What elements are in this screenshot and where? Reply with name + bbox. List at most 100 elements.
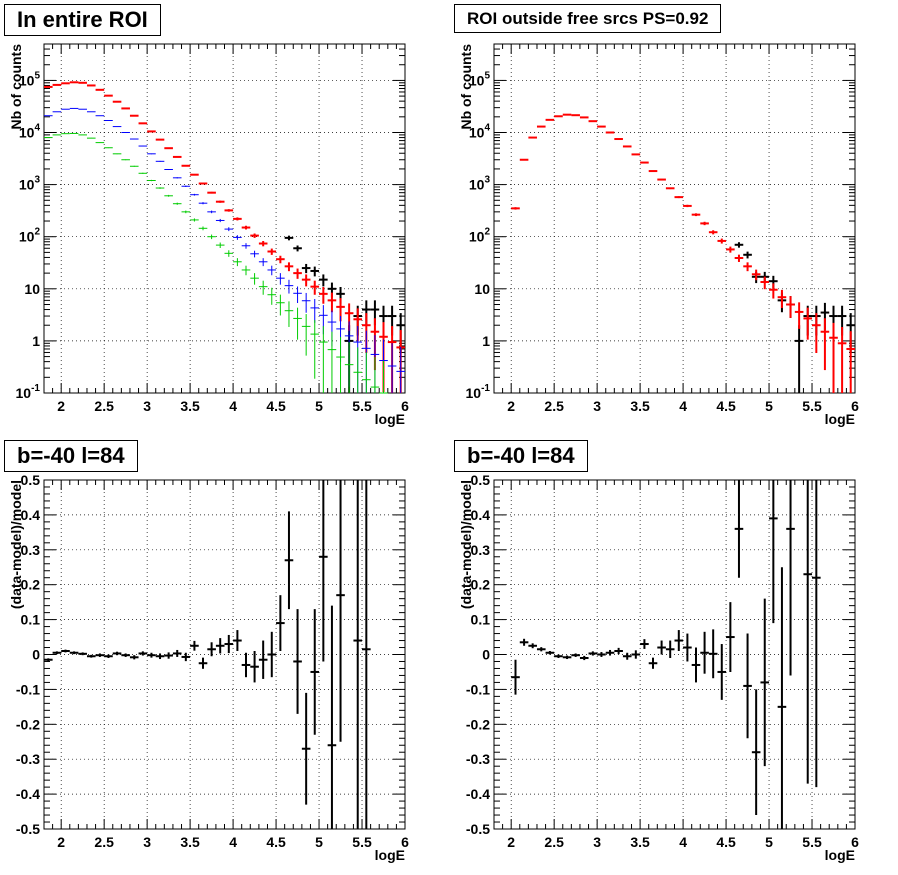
data-point (734, 242, 744, 248)
y-tick-label: 0.1 (471, 612, 491, 628)
x-tick-label: 2 (507, 834, 515, 850)
data-point (44, 137, 53, 139)
data-point (284, 235, 294, 241)
x-tick-label: 3.5 (630, 398, 650, 414)
data-point (812, 313, 821, 354)
y-tick-label: -0.4 (466, 786, 490, 802)
data-point (301, 263, 311, 274)
y-tick-label: 104 (469, 123, 491, 141)
x-tick-label: 3 (593, 398, 601, 414)
data-point (293, 609, 302, 714)
data-point (138, 145, 148, 147)
data-point (528, 136, 537, 139)
y-tick-label: 10-1 (16, 383, 41, 401)
y-tick-label: 0.4 (21, 507, 41, 523)
x-tick-label: 6 (401, 398, 409, 414)
data-point (794, 325, 804, 393)
data-point (310, 609, 320, 735)
x-tick-label: 5.5 (802, 834, 822, 850)
data-point (545, 651, 555, 655)
x-axis-label: logE (375, 411, 405, 427)
data-point (224, 634, 234, 654)
data-point (777, 289, 787, 309)
data-point (129, 138, 139, 140)
data-point (353, 480, 363, 829)
x-tick-label: 3.5 (630, 834, 650, 850)
data-point (190, 173, 199, 176)
y-tick-label: -0.4 (16, 786, 40, 802)
data-point (837, 326, 847, 393)
data-point (284, 301, 294, 327)
data-point (674, 196, 684, 199)
data-point (293, 245, 302, 252)
y-tick-label: 0.5 (471, 472, 491, 488)
data-point (164, 168, 173, 171)
data-point (743, 633, 752, 739)
data-point (52, 651, 62, 655)
data-point (622, 652, 632, 660)
y-tick-label: -0.1 (16, 681, 40, 697)
data-point (319, 480, 328, 662)
data-point (207, 234, 216, 240)
x-tick-label: 6 (401, 834, 409, 850)
data-point (224, 209, 234, 212)
data-point (301, 314, 311, 356)
data-point (258, 258, 268, 267)
x-tick-label: 4.5 (716, 398, 736, 414)
x-tick-label: 3 (143, 398, 151, 414)
data-point (215, 638, 225, 654)
data-point (310, 298, 320, 323)
data-point (657, 640, 666, 655)
y-tick-label: 10-1 (466, 383, 491, 401)
x-tick-label: 2 (57, 398, 65, 414)
data-point (198, 657, 208, 669)
data-point (267, 248, 277, 255)
x-tick-label: 4.5 (266, 834, 286, 850)
data-point (717, 238, 727, 244)
data-point (233, 630, 242, 652)
data-point (181, 652, 191, 662)
data-point (743, 251, 752, 259)
data-point (691, 647, 701, 683)
x-tick-label: 5 (315, 834, 323, 850)
data-point (172, 649, 182, 657)
data-point (327, 292, 337, 313)
data-point (794, 302, 804, 329)
x-tick-label: 4 (679, 834, 687, 850)
data-point (301, 274, 311, 287)
y-axis-label: (data-model)/model (8, 480, 24, 609)
x-tick-label: 2 (57, 834, 65, 850)
data-point (112, 651, 122, 656)
y-tick-label: 0 (32, 647, 40, 663)
x-tick-label: 5.5 (352, 834, 372, 850)
data-point (250, 273, 259, 285)
data-point (622, 145, 632, 148)
data-point (284, 262, 294, 272)
data-point (631, 153, 641, 156)
x-tick-label: 5 (315, 398, 323, 414)
data-point (605, 649, 615, 656)
y-tick-label: 104 (19, 123, 41, 141)
data-point (640, 161, 649, 164)
x-tick-label: 2.5 (94, 398, 114, 414)
data-point (700, 221, 709, 226)
data-point (726, 602, 735, 672)
title-box-2: b=-40 l=84 (4, 440, 138, 472)
y-tick-label: 105 (19, 70, 41, 88)
data-point (95, 142, 105, 144)
y-tick-label: -0.5 (466, 821, 490, 837)
x-axis-label: logE (375, 847, 405, 863)
data-point (207, 210, 216, 214)
x-tick-label: 3.5 (180, 398, 200, 414)
data-point (241, 265, 251, 276)
y-tick-label: -0.5 (16, 821, 40, 837)
data-point (310, 266, 320, 277)
x-tick-label: 4.5 (716, 834, 736, 850)
data-point (519, 638, 529, 646)
data-point (172, 177, 182, 179)
data-point (293, 268, 302, 279)
data-point (138, 651, 148, 656)
data-point (155, 138, 165, 141)
x-tick-label: 5.5 (802, 398, 822, 414)
